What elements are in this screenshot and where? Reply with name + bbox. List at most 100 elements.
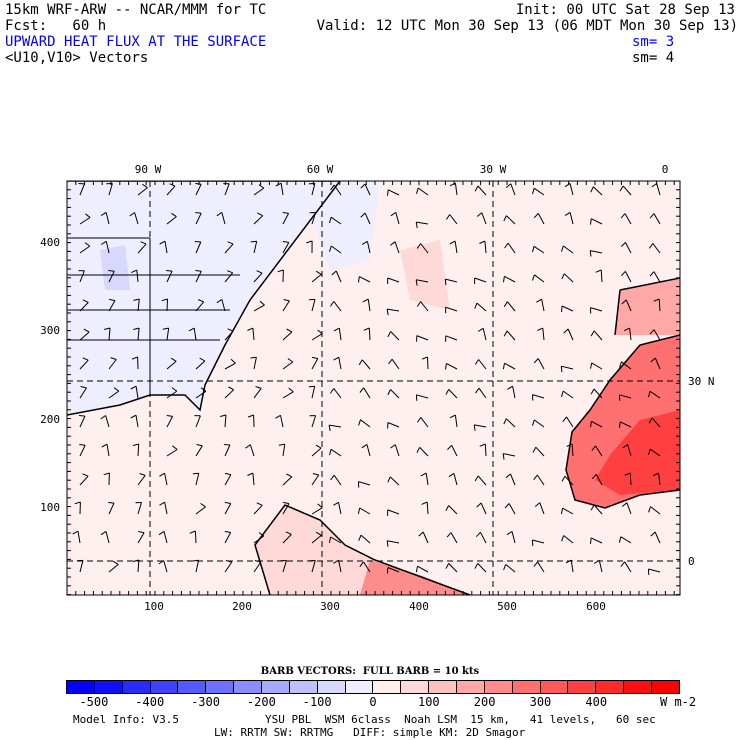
wind-barb	[539, 502, 545, 515]
wind-barb-flag	[474, 359, 480, 365]
wind-barb-flag	[533, 561, 538, 567]
colorbar-label: 0	[369, 695, 377, 709]
colorbar-label: 400	[585, 695, 608, 709]
wind-barb	[335, 270, 342, 283]
wind-barb	[446, 362, 458, 370]
wind-barb-flag	[101, 443, 108, 448]
wind-barb	[108, 502, 115, 515]
wind-barb	[658, 298, 661, 312]
wind-barb	[478, 387, 487, 399]
wind-barb-flag	[537, 327, 544, 332]
wind-barb	[505, 564, 516, 573]
wind-barb-flag	[288, 387, 294, 393]
wind-barb-flag	[415, 566, 418, 573]
wind-barb-flag	[590, 186, 594, 193]
wind-barb-flag	[358, 359, 363, 366]
wind-barb-flag	[505, 473, 511, 479]
wind-barb-flag	[200, 387, 207, 392]
wind-barb-flag	[108, 502, 115, 504]
y-tick: 200	[40, 413, 60, 426]
wind-barb-flag	[259, 300, 265, 306]
flux-field	[67, 181, 680, 595]
wind-barb-flag	[536, 298, 542, 303]
wind-barb-flag	[620, 213, 626, 219]
iberia-land	[615, 278, 680, 335]
wind-barb-flag	[230, 358, 236, 364]
wind-barb-flag	[566, 443, 573, 447]
wind-barb	[445, 335, 458, 341]
wind-barb-flag	[421, 501, 428, 505]
colorbar-swatch	[289, 681, 318, 693]
wind-barb	[391, 358, 400, 370]
wind-barb	[448, 505, 458, 515]
wind-barb	[534, 419, 545, 428]
wind-barb-flag	[133, 327, 140, 330]
wind-barb-flag	[564, 211, 571, 217]
colorbar-swatch	[624, 681, 653, 693]
wind-barb	[221, 212, 226, 225]
wind-barb	[106, 444, 110, 457]
wind-barb	[282, 444, 286, 457]
wind-barb	[425, 473, 429, 486]
wind-barb	[563, 245, 574, 254]
wind-barb	[282, 534, 292, 544]
wind-barb-flag	[448, 472, 455, 478]
wind-barb-flag	[308, 182, 315, 185]
wind-barb	[363, 561, 371, 573]
wind-barb-flag	[192, 472, 199, 475]
wind-barb	[416, 394, 429, 399]
map-panel: 90 W 60 W 30 W 0 30 N 0 400 300 200 100 …	[40, 163, 715, 613]
wind-barb	[598, 560, 603, 573]
wind-barb-flag	[132, 559, 140, 562]
init-time: Init: 00 UTC Sat 28 Sep 13	[515, 2, 735, 18]
wind-barb-flag	[386, 540, 389, 547]
wind-barb-flag	[333, 356, 340, 361]
wind-barb	[280, 183, 284, 196]
wind-barb-flag	[100, 211, 107, 217]
wind-barb-flag	[224, 501, 231, 504]
wind-barb	[474, 277, 487, 283]
wind-barb	[282, 503, 290, 515]
wind-barb-flag	[83, 328, 90, 333]
wind-barb-flag	[359, 387, 365, 393]
state-borders	[67, 237, 240, 395]
wind-barb	[569, 212, 574, 225]
wind-barb	[394, 241, 400, 254]
wind-barb	[562, 390, 574, 399]
wind-barb-flag	[308, 385, 315, 388]
wind-barb-flag	[159, 472, 165, 477]
wind-barb-flag	[275, 414, 281, 419]
wind-barb-flag	[329, 449, 332, 456]
wind-barb	[534, 274, 545, 283]
wind-barb	[282, 300, 290, 312]
wind-barb	[366, 444, 371, 457]
wind-barb-flag	[415, 222, 418, 229]
wind-barb-flag	[475, 531, 481, 538]
wind-barb	[536, 474, 545, 486]
lon-label: 90 W	[135, 163, 162, 176]
wind-barb-flag	[476, 502, 482, 508]
wind-barb-flag	[158, 530, 165, 536]
north-america-land	[67, 181, 340, 415]
wind-barb-flag	[113, 387, 120, 392]
wind-barb-flag	[142, 183, 148, 189]
wind-barb	[394, 444, 400, 457]
wind-barb	[653, 271, 661, 283]
wind-barb-flag	[590, 421, 592, 428]
wind-barb	[253, 504, 263, 515]
colorbar-label: -300	[191, 695, 220, 709]
wind-barb-flag	[166, 415, 173, 417]
wind-barb-flag	[84, 242, 91, 247]
wind-barb	[166, 328, 170, 341]
wind-barb	[134, 212, 139, 225]
wind-barb-flag	[387, 476, 391, 483]
wind-barb-flag	[129, 212, 135, 217]
wind-barb	[625, 299, 632, 312]
wind-barb	[445, 306, 458, 312]
wind-barb	[282, 242, 290, 254]
wind-barb-flag	[159, 501, 165, 506]
wind-barb	[620, 536, 632, 544]
lat-label: 30 N	[688, 375, 715, 388]
wind-barb	[164, 473, 168, 486]
wind-barb	[481, 212, 487, 225]
